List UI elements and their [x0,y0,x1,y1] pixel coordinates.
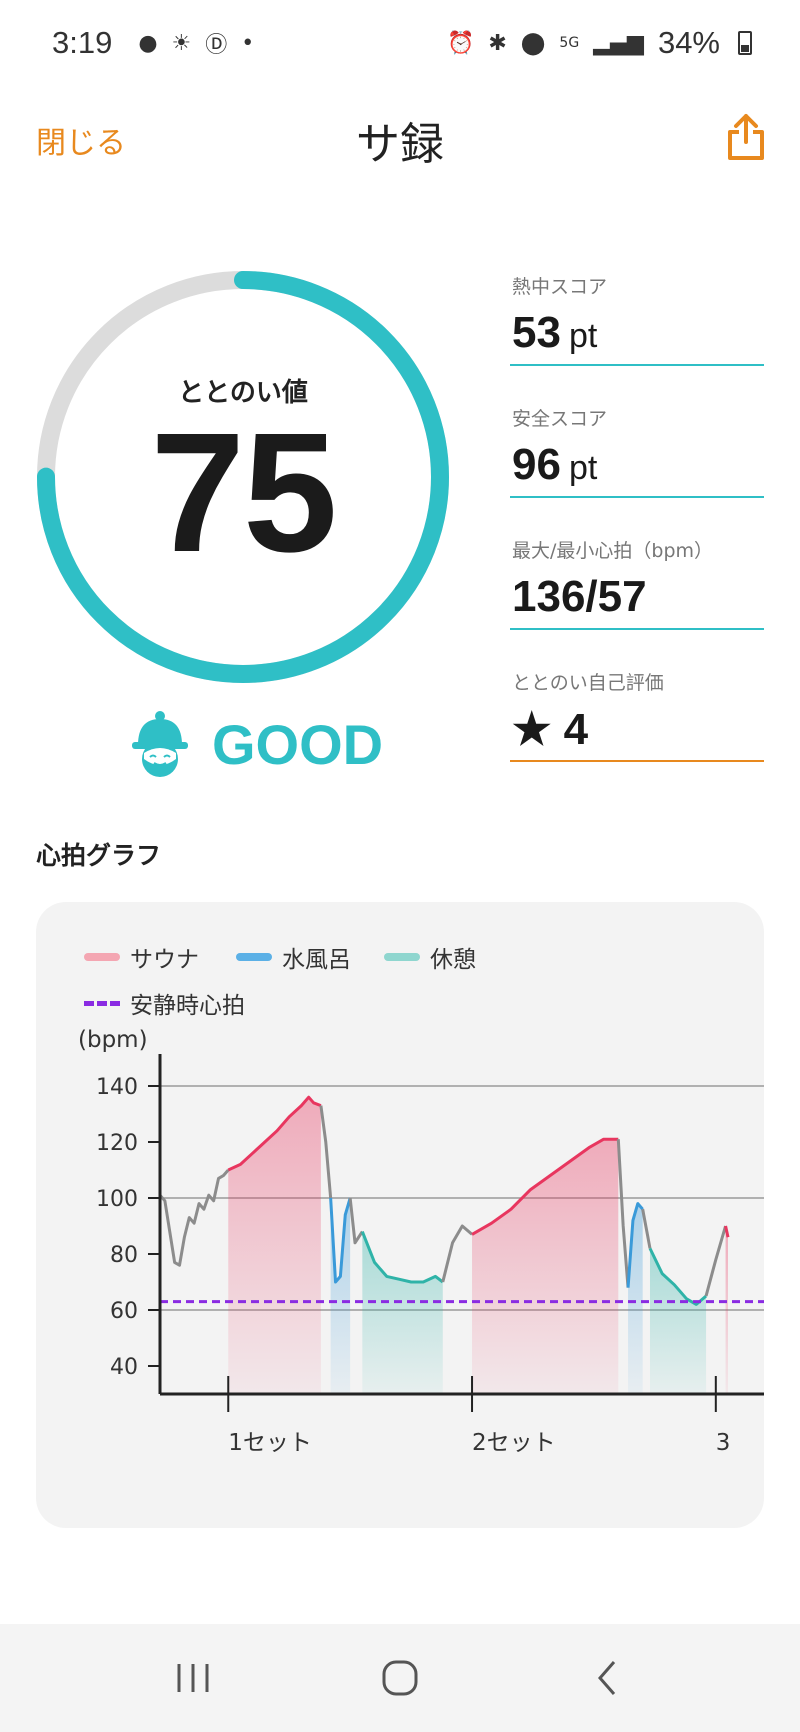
stat-self-rating[interactable]: ととのい自己評価 ★ 4 [510,662,764,794]
series-line-sauna [724,1225,730,1238]
battery-icon [738,31,752,55]
phase-area-sauna [228,1097,321,1394]
sauna-hat-icon [132,711,188,777]
system-nav-bar [0,1624,800,1732]
stat-safety-score: 安全スコア 96 pt [510,398,764,530]
stat-heat-score: 熱中スコア 53 pt [510,266,764,398]
series-line-other [158,1169,230,1267]
phase-area-sauna [725,1226,728,1394]
y-tick-label: 40 [110,1355,138,1380]
status-time: 3:19 [52,25,113,60]
weather-icon: ☀ [171,30,192,56]
phase-area-sauna [472,1139,619,1394]
divider [510,364,764,366]
divider [510,760,764,762]
stat-value: 136/57 [512,572,647,621]
home-button[interactable] [370,1648,430,1708]
section-title: 心拍グラフ [36,841,162,870]
legend-item-resting-hr: 安静時心拍 [84,986,245,1020]
stat-label: ととのい自己評価 [512,672,664,694]
share-button[interactable] [724,112,768,162]
d-app-icon: Ⓓ [205,33,228,58]
score-label: ととのい値 [178,378,308,408]
stat-label: 最大/最小心拍（bpm） [512,540,714,562]
home-icon [382,1660,418,1696]
series-line-other [641,1208,652,1249]
battery-percent: 34% [657,25,720,60]
y-axis-label: (bpm) [78,1027,148,1053]
back-icon [597,1661,615,1695]
y-tick-label: 120 [96,1131,138,1156]
legend-item-sauna: サウナ [84,940,199,974]
bluetooth-icon: ✱ [488,30,507,56]
stat-label: 熱中スコア [512,276,608,298]
stat-value: 53 pt [512,308,598,357]
back-button[interactable] [577,1648,637,1708]
score-value: 75 [150,398,337,588]
legend-swatch [236,953,272,961]
legend-item-rest: 休憩 [384,940,476,974]
x-tick-label: 2セット [472,1430,556,1456]
phase-area-rest [649,1248,707,1394]
series-line-sauna [227,1095,322,1172]
stat-value: 96 pt [512,440,598,489]
alarm-icon: ⏰ [446,30,475,56]
stat-label: 安全スコア [512,408,608,430]
phase-area-cold [628,1203,643,1394]
location-icon: ⬤ [520,30,546,56]
series-line-cold [329,1197,352,1284]
heart-rate-chart: (bpm) 40 60 80 100 120 140 1セット 2セット 3 [78,1027,764,1456]
page-title: サ録 [356,119,444,170]
legend-swatch [84,1000,120,1006]
stat-value: ★ 4 [512,705,589,754]
close-button[interactable]: 閉じる [36,126,126,161]
y-tick-label: 140 [96,1075,138,1100]
heart-rate-card: サウナ 水風呂 休憩 安静時心拍 (bpm) 40 60 80 100 120 140 1セ… [36,902,764,1528]
y-tick-label: 60 [110,1299,138,1324]
score-gauge [37,271,449,683]
status-bar: 3:19 ● ☀ Ⓓ • ⏰ ✱ ⬤ 5G ▂▄▆ 34% [0,0,800,86]
legend-swatch [384,953,420,961]
verdict-label: GOOD [212,712,384,776]
network-5g-icon: 5G [559,35,580,51]
series-line-other [348,1197,364,1245]
divider [510,496,764,498]
recent-apps-button[interactable] [163,1648,223,1708]
stats-panel: 熱中スコア 53 pt 安全スコア 96 pt 最大/最小心拍（bpm） 136/5… [510,266,764,794]
series-line-cold [626,1202,644,1288]
phase-area-cold [330,1198,351,1394]
stat-heart-rate: 最大/最小心拍（bpm） 136/57 [510,530,764,662]
legend-item-cold-bath: 水風呂 [236,940,351,974]
share-icon [728,114,764,160]
verdict: GOOD [128,704,383,784]
drop-icon: ● [138,30,158,56]
series-line-other [319,1105,333,1199]
y-tick-label: 80 [110,1243,138,1268]
series-line-other [704,1225,728,1297]
x-tick-label: 1セット [228,1430,312,1456]
app-header: 閉じる サ録 [0,100,800,178]
series-line-other [441,1224,474,1283]
y-tick-label: 100 [96,1187,138,1212]
legend-swatch [84,953,120,961]
more-notifications-icon: • [241,30,255,56]
score-gauge-arc [37,271,449,683]
series-line-other [616,1139,630,1288]
divider [510,628,764,630]
recent-apps-icon [177,1664,209,1692]
phase-area-rest [362,1231,443,1394]
x-tick-label: 3 [716,1430,731,1456]
series-line-sauna [471,1137,619,1236]
signal-icon: ▂▄▆ [593,30,644,56]
series-line-rest [360,1231,444,1284]
